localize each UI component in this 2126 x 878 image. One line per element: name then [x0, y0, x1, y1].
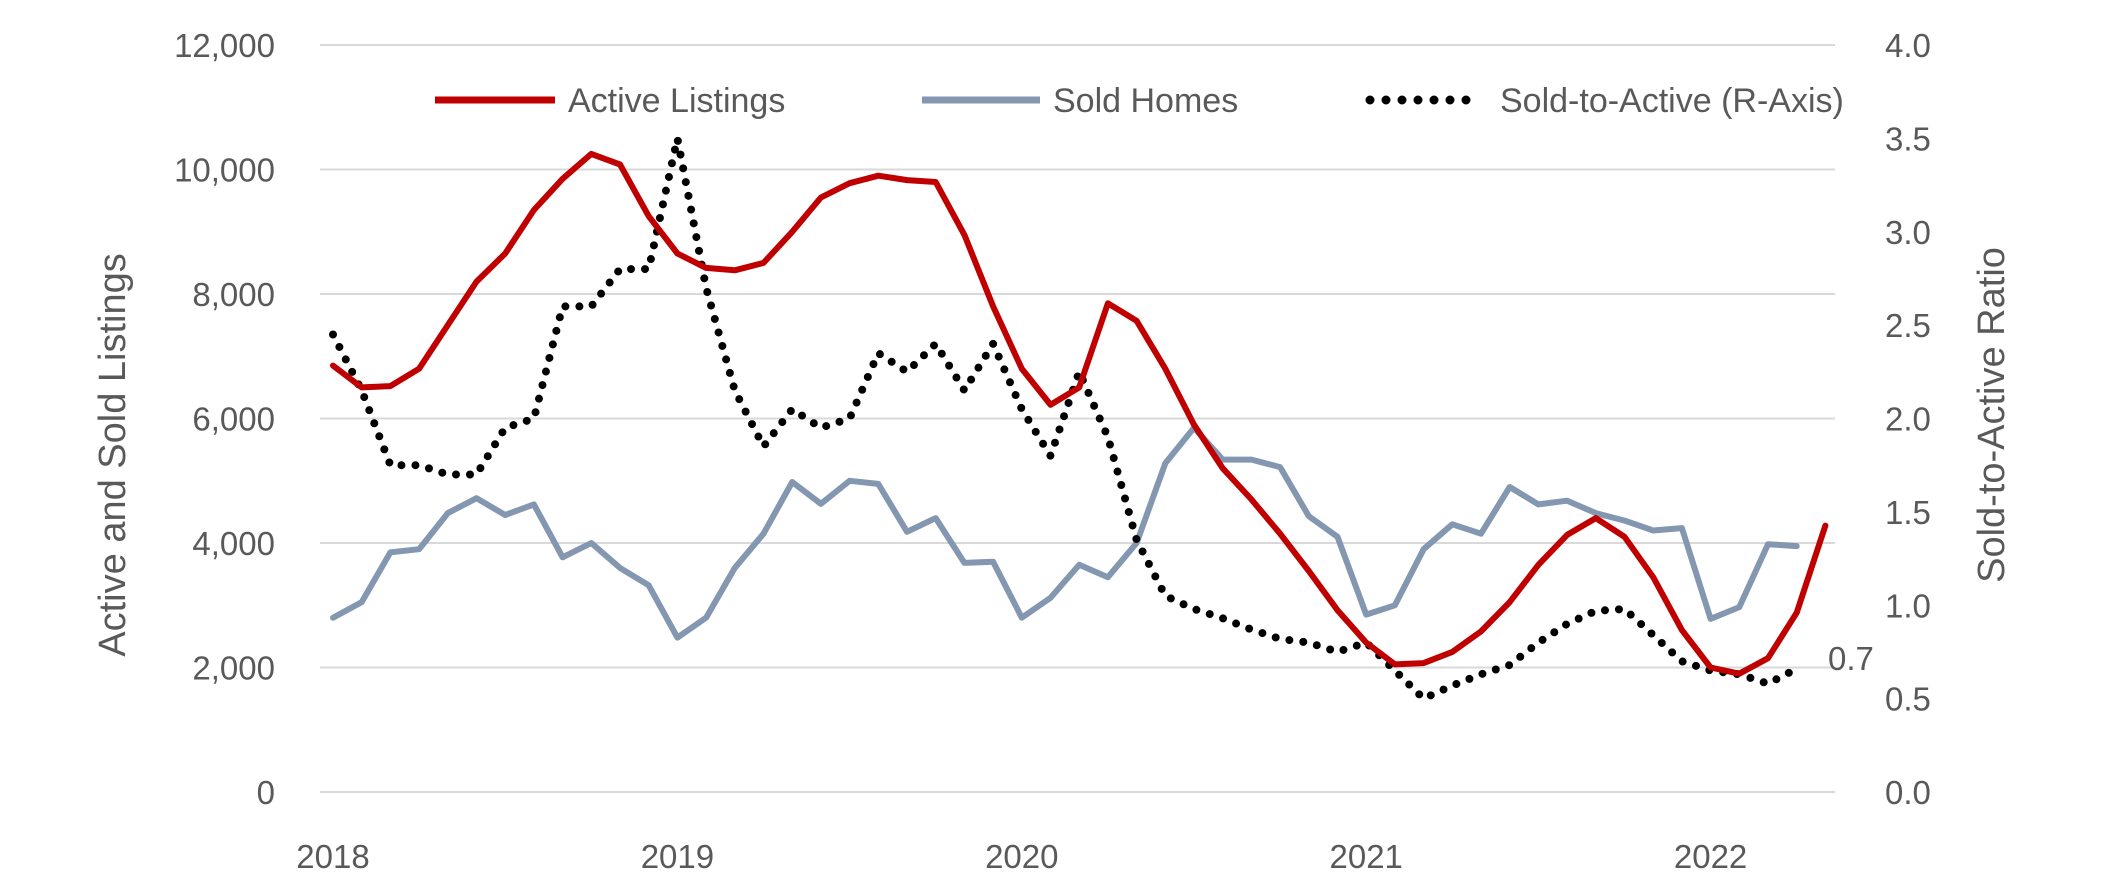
legend-item-sold: Sold Homes — [922, 82, 1238, 120]
gridlines — [320, 44, 1835, 793]
left-tick-label: 0 — [257, 774, 275, 811]
legend-item-active: Active Listings — [435, 82, 785, 120]
x-tick-label: 2019 — [641, 838, 714, 875]
sold-homes-line — [330, 424, 1800, 641]
right-tick-label: 0.5 — [1885, 681, 1931, 718]
legend: Active Listings Sold Homes Sold-to-Activ… — [435, 82, 1844, 120]
x-tick-label: 2018 — [296, 838, 369, 875]
right-axis-title: Sold-to-Active Ratio — [1971, 247, 2013, 583]
x-tick-label: 2021 — [1329, 838, 1402, 875]
right-tick-label: 3.5 — [1885, 120, 1931, 157]
left-axis: 0 2,000 4,000 6,000 8,000 10,000 12,000 — [174, 27, 275, 811]
legend-label-sold: Sold Homes — [1053, 82, 1238, 120]
legend-item-ratio: Sold-to-Active (R-Axis) — [1365, 82, 1844, 120]
left-tick-label: 4,000 — [192, 525, 275, 562]
x-axis: 2018 2019 2020 2021 2022 — [296, 838, 1747, 875]
right-tick-label: 1.5 — [1885, 494, 1931, 531]
series-layer — [329, 134, 1829, 703]
left-tick-label: 8,000 — [192, 276, 275, 313]
legend-label-active: Active Listings — [568, 82, 785, 120]
left-tick-label: 10,000 — [174, 152, 275, 189]
left-tick-label: 2,000 — [192, 650, 275, 687]
x-tick-label: 2022 — [1674, 838, 1747, 875]
right-tick-label: 3.0 — [1885, 214, 1931, 251]
right-tick-label: 0.0 — [1885, 774, 1931, 811]
x-tick-label: 2020 — [985, 838, 1058, 875]
left-tick-label: 6,000 — [192, 401, 275, 438]
right-tick-label: 2.5 — [1885, 307, 1931, 344]
right-tick-label: 2.0 — [1885, 401, 1931, 438]
last-ratio-label: 0.7 — [1828, 640, 1874, 677]
right-tick-label: 4.0 — [1885, 27, 1931, 64]
legend-label-ratio: Sold-to-Active (R-Axis) — [1500, 82, 1844, 120]
right-tick-label: 1.0 — [1885, 587, 1931, 624]
sold-to-active-line — [329, 134, 1801, 703]
right-axis: 0.0 0.5 1.0 1.5 2.0 2.5 3.0 3.5 4.0 — [1885, 27, 1931, 811]
left-tick-label: 12,000 — [174, 27, 275, 64]
active-listings-line — [330, 150, 1829, 677]
left-axis-title: Active and Sold Listings — [92, 253, 134, 656]
